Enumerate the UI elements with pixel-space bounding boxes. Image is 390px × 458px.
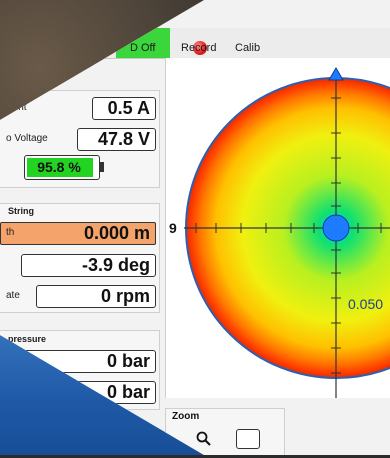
string-title: String	[8, 206, 34, 216]
battery-terminal	[100, 162, 104, 172]
rate-row: ate 0 rpm	[0, 283, 158, 310]
string-panel: String 0.000 m th -3.9 deg ate 0 rpm	[0, 203, 160, 313]
polar-plot-canvas: 9 0.050	[169, 67, 390, 398]
depth-label: th	[6, 227, 15, 238]
current-value: 0.5 A	[92, 97, 156, 120]
magnifier-icon[interactable]	[196, 431, 212, 447]
record-button[interactable]: Record	[181, 42, 217, 54]
battery-fill	[27, 158, 94, 177]
north-marker-icon	[328, 67, 344, 81]
pressure-title: pressure	[8, 334, 47, 344]
plot-left-label: 9	[169, 220, 177, 236]
battery-indicator: 95.8 %	[24, 155, 104, 180]
depth-value: 0.000 m	[0, 222, 156, 245]
zoom-field[interactable]	[236, 429, 260, 449]
rate-label: ate	[6, 290, 20, 301]
voltage-row: o Voltage 47.8 V	[0, 126, 158, 153]
rate-value: 0 rpm	[36, 285, 156, 308]
voltage-value: 47.8 V	[77, 128, 156, 151]
battery-percent: 95.8 %	[37, 159, 81, 175]
polar-plot[interactable]: 9 0.050	[165, 58, 390, 398]
axis-ticks	[195, 97, 382, 374]
angle-value: -3.9 deg	[21, 254, 156, 277]
voltage-label: o Voltage	[6, 133, 48, 144]
record-icon[interactable]	[193, 41, 207, 55]
zoom-title: Zoom	[172, 411, 200, 422]
depth-row: 0.000 m th	[0, 220, 158, 247]
angle-row: -3.9 deg	[0, 252, 158, 279]
plot-scale-label: 0.050	[348, 296, 383, 312]
calib-button[interactable]: Calib	[235, 42, 261, 54]
center-marker	[322, 214, 350, 242]
